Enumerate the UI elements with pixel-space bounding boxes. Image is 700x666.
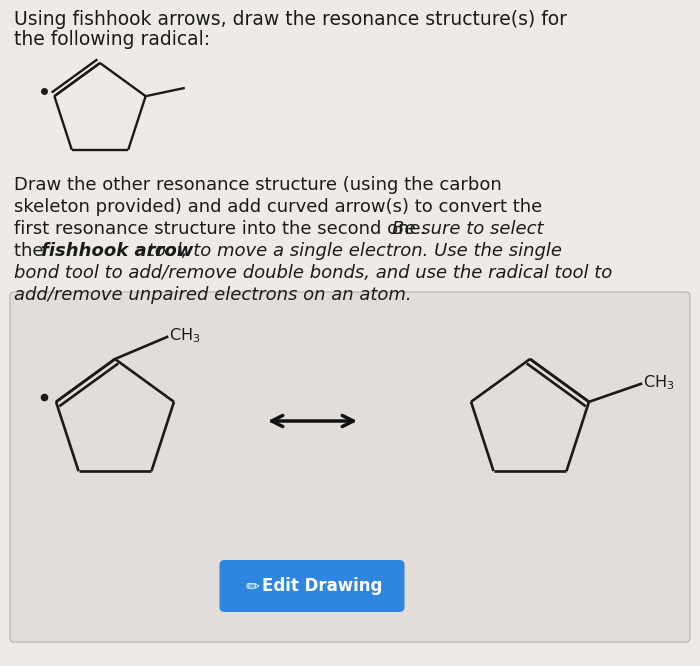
Text: the: the	[14, 242, 49, 260]
Text: Be sure to select: Be sure to select	[392, 220, 543, 238]
Text: Draw the other resonance structure (using the carbon: Draw the other resonance structure (usin…	[14, 176, 502, 194]
Text: add/remove unpaired electrons on an atom.: add/remove unpaired electrons on an atom…	[14, 286, 412, 304]
Text: CH$_3$: CH$_3$	[643, 374, 675, 392]
Text: the following radical:: the following radical:	[14, 30, 210, 49]
FancyBboxPatch shape	[10, 292, 690, 642]
Text: Edit Drawing: Edit Drawing	[262, 577, 382, 595]
Text: fishhook arrow: fishhook arrow	[41, 242, 193, 260]
Text: CH$_3$: CH$_3$	[169, 326, 200, 346]
Text: first resonance structure into the second one.: first resonance structure into the secon…	[14, 220, 432, 238]
FancyBboxPatch shape	[220, 560, 405, 612]
Text: tool, to move a single electron. Use the single: tool, to move a single electron. Use the…	[142, 242, 562, 260]
Text: bond tool to add/remove double bonds, and use the radical tool to: bond tool to add/remove double bonds, an…	[14, 264, 612, 282]
Text: skeleton provided) and add curved arrow(s) to convert the: skeleton provided) and add curved arrow(…	[14, 198, 542, 216]
Text: ✏: ✏	[245, 577, 259, 595]
Text: Using fishhook arrows, draw the resonance structure(s) for: Using fishhook arrows, draw the resonanc…	[14, 10, 567, 29]
